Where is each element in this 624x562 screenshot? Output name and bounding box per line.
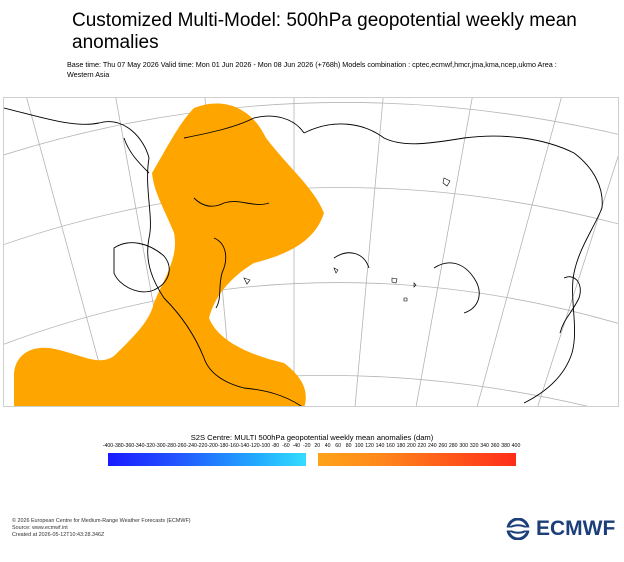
legend-tick-label: 320 (469, 443, 479, 449)
legend-tick-label: -360 (123, 443, 135, 449)
legend-tick-label: 220 (417, 443, 427, 449)
legend-tick-label: 40 (324, 443, 331, 449)
legend-tick-label: -180 (217, 443, 229, 449)
footer: © 2026 European Centre for Medium-Range … (12, 518, 191, 539)
legend-tick-label: 260 (438, 443, 448, 449)
legend-tick-label: -220 (196, 443, 208, 449)
legend-tick-label: 160 (386, 443, 395, 449)
legend-tick-label: -20 (303, 443, 311, 449)
legend-tick-label: 100 (354, 443, 364, 449)
legend-tick-label: -140 (238, 443, 250, 449)
legend-tick-label: 120 (365, 443, 374, 449)
legend-tick-label: 140 (375, 443, 385, 449)
footer-source: Source: www.ecmwf.int (12, 525, 68, 531)
legend-tick-label: 280 (448, 443, 458, 449)
legend-tick-label: 240 (427, 443, 437, 449)
ecmwf-logo-text: ECMWF (536, 517, 616, 540)
legend-tick-label: -200 (207, 443, 218, 449)
positive-anomaly-region (14, 103, 324, 406)
coastlines (4, 107, 603, 406)
legend-tick-label: -400 (102, 443, 114, 449)
legend-tick-label: -380 (113, 443, 124, 449)
legend-tick-label: -80 (271, 443, 280, 449)
legend-tick-label: 380 (501, 443, 510, 449)
legend-tick-label: -280 (165, 443, 176, 449)
legend-tick-label: -300 (155, 443, 166, 449)
legend-tick-label: 180 (396, 443, 406, 449)
legend-tick-label: -100 (259, 443, 271, 449)
map-panel (3, 97, 619, 407)
legend-tick-label: -260 (176, 443, 187, 449)
legend-tick-label: -160 (228, 443, 239, 449)
ecmwf-logo-icon (503, 518, 533, 540)
legend-tick-labels: -400 -380 -360 -340 -320 -300 -280 -260 -240 -220… (102, 443, 521, 453)
legend-tick-label: -120 (249, 443, 260, 449)
legend-tick-label: 400 (511, 443, 521, 449)
legend-tick-label: -40 (292, 443, 301, 449)
legend-tick-label: 60 (335, 443, 342, 449)
footer-created: Created at 2026-05-12T10:43:28.346Z (12, 532, 105, 538)
legend-bar-negative (108, 453, 306, 466)
legend-title: S2S Centre: MULTI 500hPa geopotential we… (190, 433, 434, 442)
legend-bar-positive (318, 453, 516, 466)
ecmwf-logo: ECMWF (503, 516, 615, 542)
legend-tick-label: -60 (282, 443, 290, 449)
legend-tick-label: -320 (144, 443, 156, 449)
legend-tick-label: 20 (314, 443, 321, 449)
legend-tick-label: 300 (459, 443, 469, 449)
legend-tick-label: -240 (186, 443, 197, 449)
legend-tick-label: 80 (345, 443, 352, 449)
legend-tick-label: 200 (407, 443, 416, 449)
legend-tick-label: 360 (490, 443, 500, 449)
lakes (243, 177, 451, 302)
chart-title: Customized Multi-Model: 500hPa geopotent… (72, 10, 577, 53)
legend-tick-label: -340 (134, 443, 145, 449)
map-canvas (4, 98, 618, 406)
chart-subtitle: Base time: Thu 07 May 2026 Valid time: M… (67, 60, 557, 79)
footer-copyright: © 2026 European Centre for Medium-Range … (12, 518, 191, 524)
legend-tick-label: 340 (480, 443, 489, 449)
